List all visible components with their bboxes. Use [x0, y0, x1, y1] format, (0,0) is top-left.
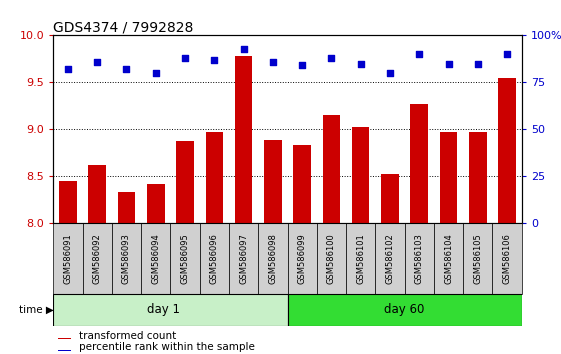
Bar — [411, 104, 428, 223]
Bar — [205, 132, 223, 223]
Text: GSM586101: GSM586101 — [356, 233, 365, 284]
Point — [63, 66, 72, 72]
Text: GSM586098: GSM586098 — [268, 233, 277, 284]
Bar — [171, 223, 200, 294]
Bar — [200, 223, 229, 294]
Point — [151, 70, 160, 76]
Bar — [53, 223, 82, 294]
Bar — [264, 141, 282, 223]
Text: GSM586092: GSM586092 — [93, 233, 102, 284]
Text: GSM586094: GSM586094 — [151, 233, 160, 284]
Bar — [118, 192, 135, 223]
Point — [93, 59, 102, 64]
Text: GSM586091: GSM586091 — [63, 233, 72, 284]
Text: GDS4374 / 7992828: GDS4374 / 7992828 — [53, 20, 194, 34]
Point — [503, 51, 512, 57]
Point — [268, 59, 277, 64]
Bar — [53, 294, 287, 326]
Text: GSM586093: GSM586093 — [122, 233, 131, 284]
Text: GSM586099: GSM586099 — [298, 233, 307, 284]
Bar — [469, 132, 486, 223]
Point — [327, 55, 336, 61]
Bar — [287, 294, 522, 326]
Point — [210, 57, 219, 63]
Text: time ▶: time ▶ — [19, 305, 54, 315]
Point — [181, 55, 190, 61]
Point — [415, 51, 424, 57]
Text: GSM586105: GSM586105 — [473, 233, 482, 284]
Bar — [381, 174, 399, 223]
Bar — [58, 350, 71, 351]
Bar — [352, 127, 370, 223]
Bar — [498, 78, 516, 223]
Point — [122, 66, 131, 72]
Bar — [293, 145, 311, 223]
Bar — [141, 223, 171, 294]
Bar — [176, 141, 194, 223]
Bar — [229, 223, 258, 294]
Point — [385, 70, 394, 76]
Text: percentile rank within the sample: percentile rank within the sample — [79, 342, 255, 353]
Point — [239, 46, 248, 51]
Bar — [112, 223, 141, 294]
Text: GSM586102: GSM586102 — [385, 233, 394, 284]
Point — [298, 63, 307, 68]
Bar — [287, 223, 317, 294]
Bar — [346, 223, 375, 294]
Bar — [235, 56, 252, 223]
Text: GSM586100: GSM586100 — [327, 233, 336, 284]
Text: GSM586106: GSM586106 — [503, 233, 512, 284]
Text: GSM586096: GSM586096 — [210, 233, 219, 284]
Bar — [82, 223, 112, 294]
Bar — [404, 223, 434, 294]
Bar — [434, 223, 463, 294]
Bar — [58, 338, 71, 339]
Text: transformed count: transformed count — [79, 331, 176, 341]
Point — [473, 61, 482, 67]
Bar — [147, 184, 164, 223]
Bar — [323, 115, 340, 223]
Bar — [463, 223, 493, 294]
Bar — [89, 165, 106, 223]
Text: day 60: day 60 — [384, 303, 425, 316]
Bar — [317, 223, 346, 294]
Point — [444, 61, 453, 67]
Bar — [493, 223, 522, 294]
Bar — [59, 181, 77, 223]
Text: GSM586095: GSM586095 — [181, 233, 190, 284]
Text: GSM586097: GSM586097 — [239, 233, 248, 284]
Bar — [258, 223, 287, 294]
Bar — [440, 132, 457, 223]
Text: day 1: day 1 — [146, 303, 180, 316]
Text: GSM586103: GSM586103 — [415, 233, 424, 284]
Bar — [375, 223, 404, 294]
Text: GSM586104: GSM586104 — [444, 233, 453, 284]
Point — [356, 61, 365, 67]
